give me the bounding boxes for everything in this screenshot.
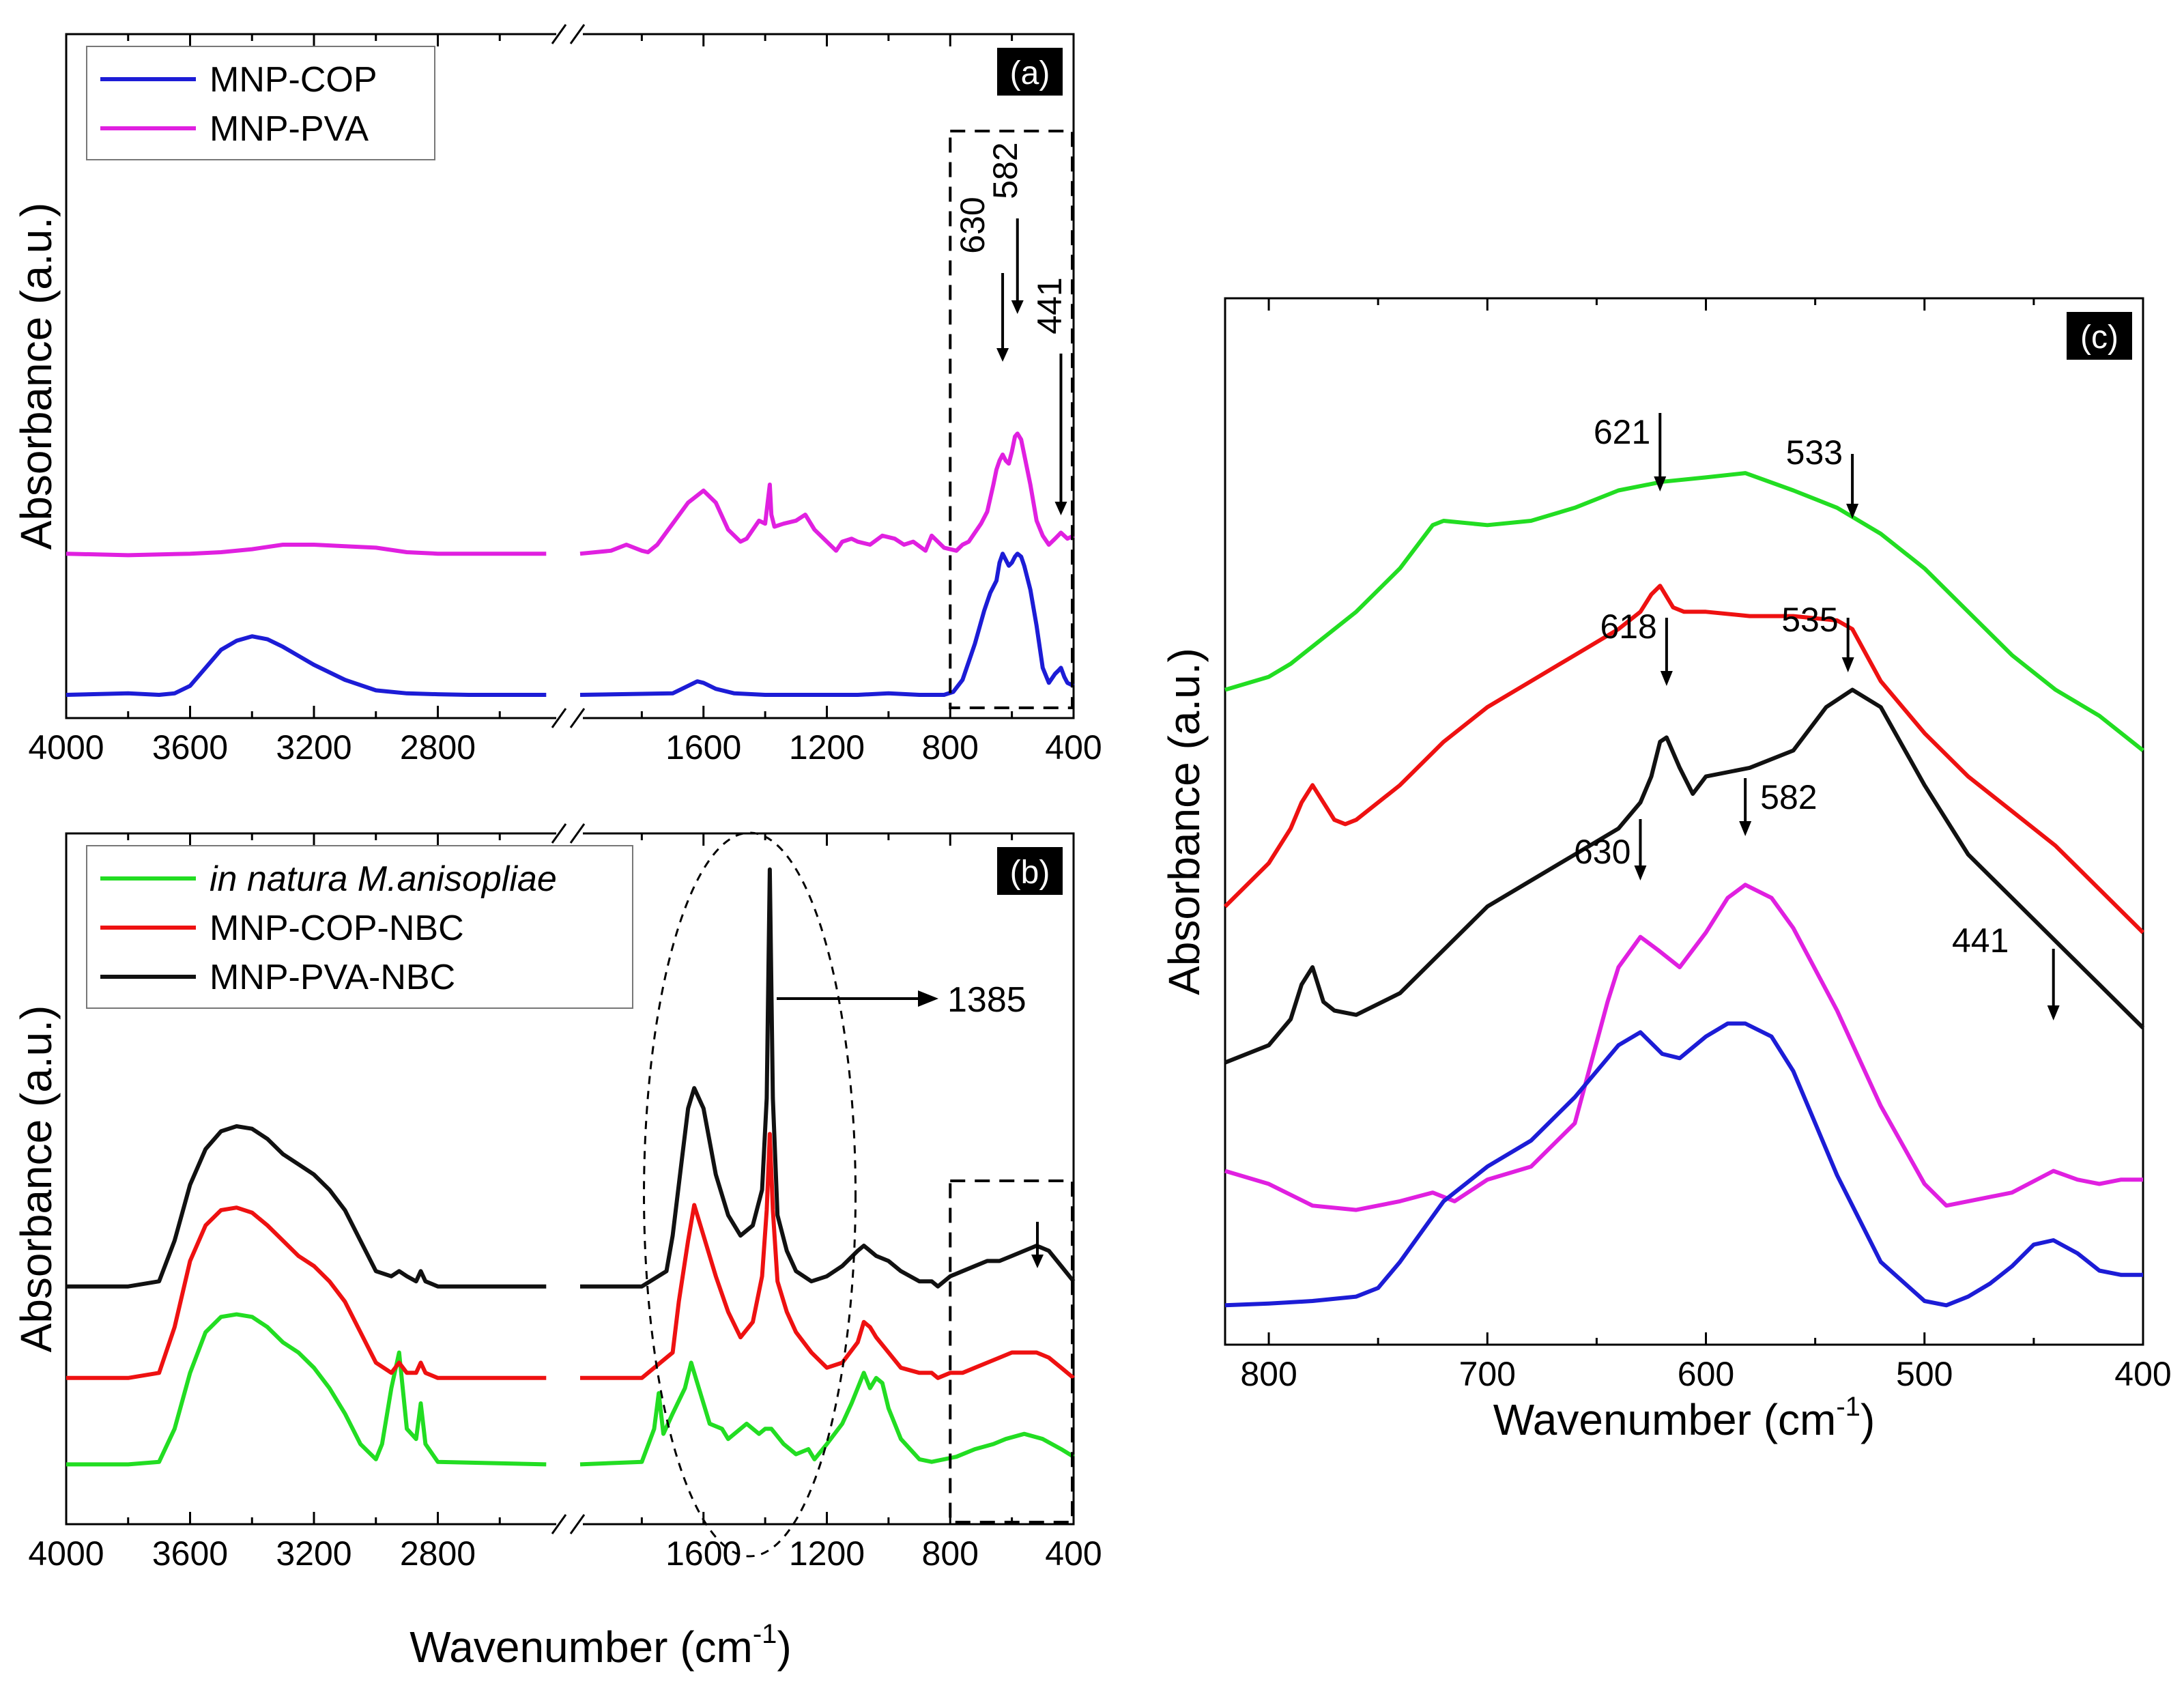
x-tick-label: 400 — [1045, 1534, 1102, 1573]
annotation-label-533: 533 — [1786, 433, 1843, 472]
series-line-in-natura-m-anisopliae — [66, 1312, 1075, 1467]
series-line-mnp-pva-nbc — [66, 867, 1076, 1289]
x-tick-label: 2800 — [400, 1534, 476, 1573]
axis-break-mark — [569, 708, 586, 728]
x-tick-label: 1200 — [789, 728, 865, 767]
axis-break-mark — [551, 823, 567, 844]
series-line-mnp-pva — [66, 431, 1075, 558]
xlabel-close: ) — [777, 1622, 791, 1672]
legend-label: MNP-COP-NBC — [210, 909, 464, 948]
panel-label: (a) — [1010, 55, 1050, 91]
axes-frame — [1224, 297, 2144, 1346]
axis-break-mark — [569, 1514, 586, 1534]
axis-break-mark — [551, 708, 567, 728]
annotation-label-535: 535 — [1781, 601, 1838, 639]
annotation-label-441: 441 — [1031, 277, 1069, 334]
panel-b: 4000 3600 3200 2800 1600 1200 800 400 Absorbance… — [12, 823, 1102, 1573]
annotation-arrowhead-618 — [1660, 671, 1673, 686]
zoom-region-box — [949, 1179, 1074, 1524]
panel-label-badge — [2067, 312, 2132, 360]
panel-c: 800 700 600 500 400 Absorbance (a.u.) Wavenumb… — [1160, 297, 2172, 1444]
annotation-label-630: 630 — [1574, 833, 1630, 871]
annotation-arrowhead-441 — [2047, 1005, 2060, 1020]
legend-label: MNP-PVA — [210, 109, 369, 149]
highlight-ellipse — [643, 831, 857, 1558]
panel-label-badge — [997, 847, 1063, 895]
x-tick-label: 1600 — [665, 1534, 741, 1573]
series-line-mnp-cop-nbc — [1223, 584, 2145, 934]
x-tick-label: 2800 — [400, 728, 476, 767]
x-tick-label: 4000 — [28, 728, 104, 767]
axes-frame-right — [583, 33, 1075, 719]
legend-label: MNP-COP — [210, 60, 377, 100]
legend-box — [86, 46, 435, 160]
x-tick-label: 4000 — [28, 1534, 104, 1573]
x-tick-label: 500 — [1896, 1355, 1953, 1393]
annotation-arrowhead-621 — [1654, 476, 1667, 491]
annotation-label-582: 582 — [986, 142, 1024, 199]
axis-break-mark — [569, 823, 586, 844]
y-axis-label: Absorbance (a.u.) — [12, 203, 61, 550]
x-tick-label: 3600 — [152, 728, 228, 767]
annotation-label-582: 582 — [1760, 778, 1817, 816]
panel-a: 4000 3600 3200 2800 1600 1200 800 400 Absorbance… — [12, 24, 1102, 767]
y-axis-label: Absorbance (a.u.) — [1160, 648, 1209, 995]
axis-break-mark — [551, 24, 567, 44]
x-tick-label: 400 — [2114, 1355, 2171, 1393]
x-tick-label: 3200 — [276, 728, 351, 767]
annotation-label-618: 618 — [1600, 607, 1656, 646]
annotation-arrowhead-630 — [1634, 866, 1647, 881]
annotation-label-1385: 1385 — [947, 980, 1026, 1020]
series-line-mnp-cop — [66, 552, 1075, 697]
axes-frame-right — [583, 832, 1075, 1526]
annotation-arrowhead-533 — [1846, 504, 1859, 519]
panel-label-badge — [997, 48, 1063, 96]
annotation-label-621: 621 — [1594, 413, 1650, 451]
x-tick-label: 3600 — [152, 1534, 228, 1573]
axis-break-mark — [551, 1514, 567, 1534]
x-axis-label-close: ) — [1860, 1395, 1875, 1444]
annotation-arrowhead-535 — [1841, 657, 1854, 672]
x-tick-label: 3200 — [276, 1534, 351, 1573]
series-line-mnp-pva — [1224, 883, 2143, 1212]
annotation-arrowhead-small — [1031, 1255, 1044, 1268]
common-x-axis-label: Wavenumber (cm-1) — [410, 1619, 792, 1672]
annotation-arrowhead-582 — [1011, 300, 1024, 314]
series-line-in-natura-m-anisopliae — [1224, 471, 2144, 752]
legend-label: MNP-PVA-NBC — [210, 958, 455, 997]
annotation-label-630: 630 — [953, 197, 992, 253]
x-tick-label: 1600 — [665, 728, 741, 767]
annotation-arrowhead-1385 — [918, 990, 938, 1007]
x-tick-label: 800 — [922, 728, 979, 767]
series-line-mnp-cop — [1224, 1021, 2143, 1308]
xlabel-superscript: -1 — [753, 1619, 777, 1649]
panel-label: (b) — [1010, 855, 1050, 891]
axes-frame-left — [65, 33, 556, 719]
axis-break-mark — [569, 24, 586, 44]
x-tick-label: 400 — [1045, 728, 1102, 767]
x-tick-label: 800 — [1240, 1355, 1297, 1393]
x-axis-label: Wavenumber (cm-1) — [1493, 1392, 1876, 1444]
panel-label: (c) — [2080, 319, 2118, 356]
x-tick-label: 700 — [1459, 1355, 1516, 1393]
x-tick-label: 600 — [1678, 1355, 1734, 1393]
x-axis-label-superscript: -1 — [1836, 1392, 1860, 1422]
series-line-mnp-cop-nbc — [66, 1132, 1075, 1380]
x-tick-label: 800 — [922, 1534, 979, 1573]
x-axis-label-text: Wavenumber (cm — [1493, 1395, 1837, 1444]
series-line-mnp-pva-nbc — [1224, 687, 2145, 1065]
annotation-arrowhead-582 — [1739, 821, 1752, 836]
annotation-arrowhead-441 — [1054, 502, 1067, 515]
zoom-region-box — [949, 130, 1074, 709]
x-tick-label: 1200 — [789, 1534, 865, 1573]
y-axis-label: Absorbance (a.u.) — [12, 1005, 61, 1353]
axes-frame-left — [65, 832, 556, 1526]
annotation-label-441: 441 — [1952, 921, 2009, 960]
xlabel-text: Wavenumber (cm — [410, 1622, 753, 1672]
legend-label: in natura M.anisopliae — [210, 859, 557, 899]
annotation-arrowhead-630 — [996, 348, 1009, 362]
